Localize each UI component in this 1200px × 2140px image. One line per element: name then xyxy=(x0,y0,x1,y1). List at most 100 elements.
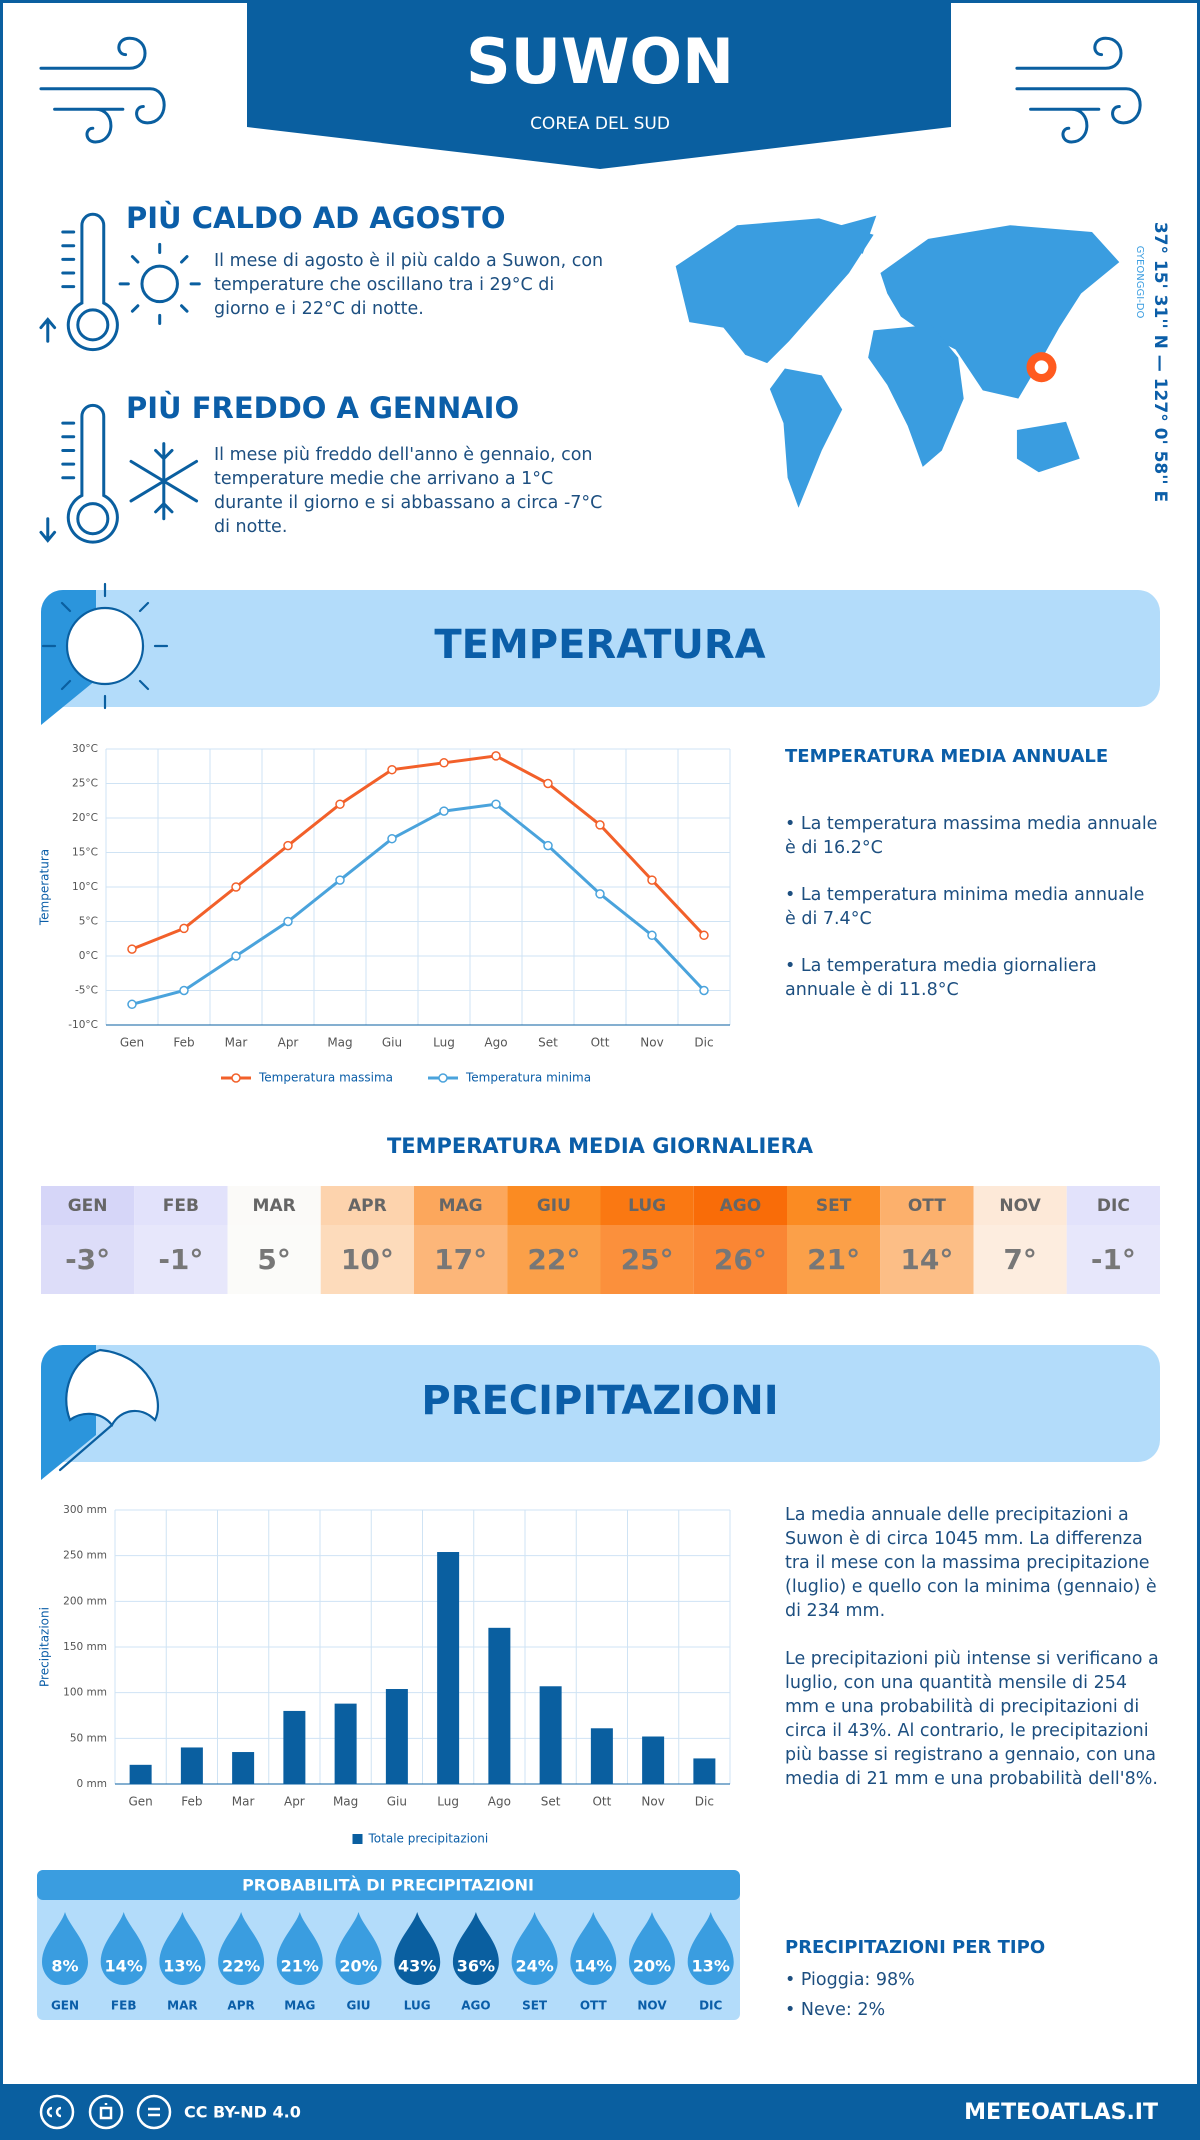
hottest-title: PIÙ CALDO AD AGOSTO xyxy=(126,201,506,235)
month-header-cell xyxy=(973,1186,1067,1225)
footer xyxy=(0,2084,1200,2140)
prob-box xyxy=(37,1870,740,2020)
prob-header xyxy=(37,1870,740,1900)
y-tick-label: 100 mm xyxy=(63,1687,107,1699)
month-header-cell xyxy=(693,1186,787,1225)
icons xyxy=(39,36,1142,544)
drop-label: 24% xyxy=(515,1957,553,1976)
drop-label: 21% xyxy=(281,1957,319,1976)
month-header-cell xyxy=(1066,1186,1160,1225)
series-line xyxy=(131,802,706,1006)
x-tick-label: Mag xyxy=(333,1795,358,1809)
month-header-cell xyxy=(134,1186,228,1225)
series-line xyxy=(131,754,706,951)
month-value-cell xyxy=(320,1225,414,1294)
drop xyxy=(100,1912,147,1986)
y-tick-label: 30°C xyxy=(72,743,98,755)
legend-marker xyxy=(438,1073,448,1083)
drop-month: GEN xyxy=(51,1999,79,2013)
month-value-cell xyxy=(1066,1225,1160,1294)
month-label: DIC xyxy=(1097,1196,1130,1216)
drop-month: LUG xyxy=(404,1999,431,2013)
annual-title: TEMPERATURA MEDIA ANNUALE xyxy=(785,746,1108,767)
x-tick-label: Set xyxy=(538,1036,558,1050)
y-tick-label: -5°C xyxy=(75,985,98,997)
x-tick-label: Set xyxy=(541,1795,561,1809)
point xyxy=(543,840,553,851)
drop-month: AGO xyxy=(461,1999,490,2013)
point xyxy=(231,951,241,961)
license: CC BY-ND 4.0 xyxy=(184,2103,301,2122)
x-tick-label: Giu xyxy=(387,1795,407,1809)
x-tick-label: Feb xyxy=(173,1036,194,1050)
drop-label: 43% xyxy=(398,1957,436,1976)
month-header-cell xyxy=(600,1186,694,1225)
point xyxy=(283,840,293,851)
month-header-cell xyxy=(41,1186,135,1225)
type-title: PRECIPITAZIONI PER TIPO xyxy=(785,1937,1045,1958)
bar xyxy=(232,1752,255,1784)
x-tick-label: Gen xyxy=(128,1795,152,1809)
thermometer-cold xyxy=(39,403,199,544)
drop-month: NOV xyxy=(637,1999,667,2013)
drop-month: GIU xyxy=(346,1999,370,2013)
month-header-cell xyxy=(227,1186,321,1225)
x-tick-label: Ott xyxy=(591,1036,610,1050)
cell-tint xyxy=(973,1225,1067,1294)
drop xyxy=(629,1912,675,1985)
bar xyxy=(129,1764,152,1784)
month-label: AGO xyxy=(720,1196,762,1216)
drop-label: 20% xyxy=(339,1957,377,1976)
drop-label: 14% xyxy=(574,1957,612,1976)
x-tick-label: Dic xyxy=(694,1036,713,1050)
point xyxy=(491,751,501,761)
month-header-cell xyxy=(507,1186,601,1225)
drop xyxy=(159,1912,206,1985)
annual-item: • La temperatura massima media annuale è… xyxy=(785,814,1158,858)
cell-tint xyxy=(41,1225,135,1294)
legend-marker xyxy=(231,1073,241,1083)
y-tick-label: 20°C xyxy=(72,812,98,824)
country: COREA DEL SUD xyxy=(530,114,670,134)
header-band xyxy=(247,0,951,169)
prob-title: PROBABILITÀ DI PRECIPITAZIONI xyxy=(242,1876,534,1895)
drop xyxy=(42,1912,88,1985)
type-item: • Neve: 2% xyxy=(785,2000,885,2020)
bar xyxy=(334,1703,357,1784)
drop-month: SET xyxy=(522,1999,548,2013)
x-tick-label: Ago xyxy=(484,1036,507,1050)
month-value-cell xyxy=(414,1225,508,1294)
coordinates: 37° 15' 31'' N — 127° 0' 58'' E xyxy=(1150,222,1170,502)
month-label: SET xyxy=(816,1196,852,1216)
bar xyxy=(437,1552,460,1784)
bar xyxy=(539,1686,562,1784)
x-tick-label: Mar xyxy=(225,1036,248,1050)
month-label: GIU xyxy=(537,1196,571,1216)
hottest-text: Il mese di agosto è il più caldo a Suwon… xyxy=(214,251,604,319)
month-value-cell xyxy=(227,1225,321,1294)
month-temp: 7° xyxy=(1003,1243,1036,1276)
legend-label: Temperatura minima xyxy=(465,1071,591,1085)
license-icons xyxy=(39,2094,172,2130)
bar xyxy=(693,1758,716,1784)
drop-month: MAG xyxy=(284,1999,315,2013)
drop-month: FEB xyxy=(111,1999,137,2013)
month-label: GEN xyxy=(68,1196,108,1216)
point xyxy=(647,930,657,941)
site: METEOATLAS.IT xyxy=(964,2100,1158,2125)
thermometer-hot xyxy=(39,212,201,352)
cell-tint xyxy=(227,1225,321,1294)
drop-label: 13% xyxy=(692,1957,730,1976)
drop-label: 13% xyxy=(163,1957,201,1976)
point xyxy=(127,944,137,954)
annual-item: • La temperatura media giornaliera annua… xyxy=(785,956,1097,1000)
precip-banner: PRECIPITAZIONI xyxy=(41,1345,1160,1480)
month-temp: 17° xyxy=(434,1243,487,1276)
x-tick-label: Apr xyxy=(278,1036,299,1050)
month-label: OTT xyxy=(908,1196,946,1216)
month-temp: 25° xyxy=(621,1243,674,1276)
point xyxy=(439,758,449,768)
month-label: APR xyxy=(348,1196,387,1216)
